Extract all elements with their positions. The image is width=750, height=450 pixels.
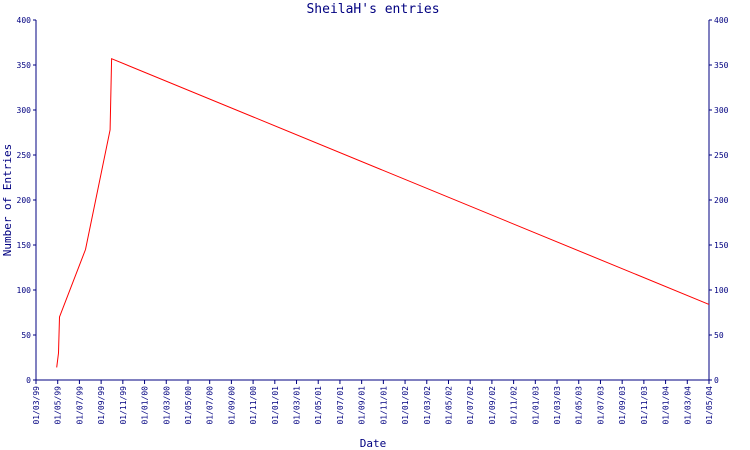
y-axis-title: Number of Entries [1, 144, 14, 257]
x-tick-label: 01/09/00 [227, 386, 236, 425]
x-tick-label: 01/03/03 [553, 386, 562, 425]
x-tick-label: 01/01/00 [141, 386, 150, 425]
x-tick-label: 01/07/01 [336, 386, 345, 425]
y-tick-label-left: 250 [17, 151, 32, 160]
x-tick-label: 01/01/02 [401, 386, 410, 425]
x-tick-label: 01/07/03 [596, 386, 605, 425]
y-tick-label-left: 0 [26, 376, 31, 385]
x-tick-label: 01/05/01 [314, 386, 323, 425]
x-tick-label: 01/01/01 [271, 386, 280, 425]
y-tick-label-right: 350 [714, 61, 729, 70]
x-tick-label: 01/03/99 [32, 386, 41, 425]
y-tick-label-left: 400 [17, 16, 32, 25]
x-tick-label: 01/03/02 [423, 386, 432, 425]
x-tick-label: 01/05/03 [575, 386, 584, 425]
x-tick-label: 01/05/00 [184, 386, 193, 425]
x-tick-label: 01/07/99 [75, 386, 84, 425]
y-tick-label-left: 50 [21, 331, 31, 340]
y-tick-label-left: 100 [17, 286, 32, 295]
y-tick-label-right: 400 [714, 16, 729, 25]
x-tick-label: 01/07/00 [206, 386, 215, 425]
x-tick-label: 01/09/02 [488, 386, 497, 425]
y-tick-label-left: 300 [17, 106, 32, 115]
x-axis-title: Date [360, 437, 387, 450]
x-tick-label: 01/01/04 [662, 386, 671, 425]
chart-title: SheilaH's entries [306, 2, 439, 17]
x-tick-label: 01/05/04 [705, 386, 714, 425]
x-tick-label: 01/09/01 [358, 386, 367, 425]
y-tick-label-right: 300 [714, 106, 729, 115]
y-tick-label-right: 100 [714, 286, 729, 295]
y-tick-label-left: 200 [17, 196, 32, 205]
series-line [56, 57, 710, 368]
y-tick-label-right: 250 [714, 151, 729, 160]
x-tick-label: 01/09/99 [97, 386, 106, 425]
y-tick-label-right: 150 [714, 241, 729, 250]
axes: 0 0 50 50 100 100 150 150 200 200 250 250 300 300 350 3… [17, 16, 729, 425]
y-tick-label-left: 150 [17, 241, 32, 250]
x-tick-label: 01/11/03 [640, 386, 649, 425]
x-tick-label: 01/05/02 [444, 386, 453, 425]
x-tick-label: 01/09/03 [618, 386, 627, 425]
y-tick-label-right: 200 [714, 196, 729, 205]
x-tick-label: 01/11/00 [249, 386, 258, 425]
x-tick-label: 01/03/04 [683, 386, 692, 425]
x-tick-label: 01/07/02 [466, 386, 475, 425]
x-tick-label: 01/11/01 [379, 386, 388, 425]
y-tick-label-left: 350 [17, 61, 32, 70]
series-layer [56, 57, 710, 368]
x-tick-label: 01/05/99 [54, 386, 63, 425]
x-tick-label: 01/03/01 [293, 386, 302, 425]
y-tick-label-right: 50 [714, 331, 724, 340]
x-tick-label: 01/11/02 [510, 386, 519, 425]
x-tick-label: 01/01/03 [531, 386, 540, 425]
x-tick-label: 01/03/00 [162, 386, 171, 425]
y-tick-label-right: 0 [714, 376, 719, 385]
x-tick-label: 01/11/99 [119, 386, 128, 425]
